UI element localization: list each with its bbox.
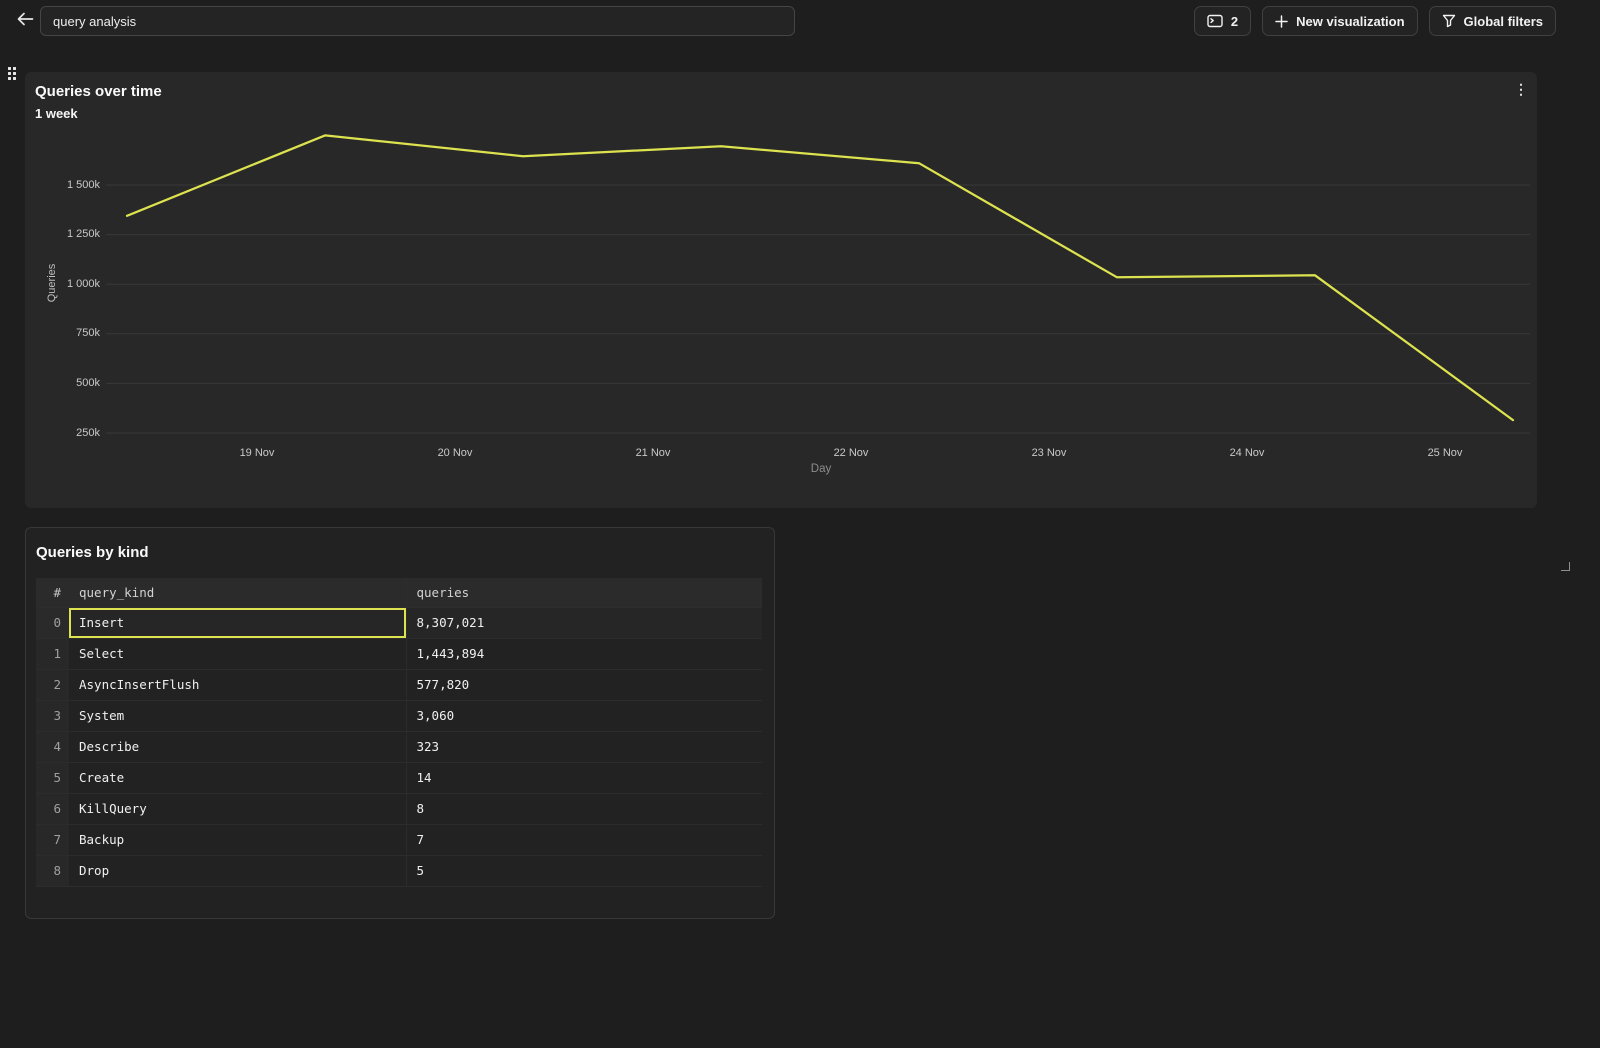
topbar: 2 New visualization Global filters xyxy=(0,0,1600,42)
console-count-button[interactable]: 2 xyxy=(1193,6,1252,36)
chart-subtitle: 1 week xyxy=(35,106,78,121)
queries-count-cell[interactable]: 3,060 xyxy=(406,700,762,732)
grid-drag-icon[interactable] xyxy=(8,67,16,80)
x-tick-label: 21 Nov xyxy=(635,447,671,459)
column-header-index[interactable]: # xyxy=(36,578,69,608)
queries-count-cell[interactable]: 1,443,894 xyxy=(406,638,762,670)
queries-count-cell[interactable]: 323 xyxy=(406,731,762,763)
column-header-query-kind[interactable]: query_kind xyxy=(69,578,407,608)
table-row[interactable]: 7 Backup 7 xyxy=(36,824,762,856)
row-index-cell: 7 xyxy=(36,824,69,856)
back-button[interactable] xyxy=(12,8,38,34)
queries-count-cell[interactable]: 14 xyxy=(406,762,762,794)
column-header-queries[interactable]: queries xyxy=(406,578,762,608)
queries-count-cell[interactable]: 8 xyxy=(406,793,762,825)
table-body: 0 Insert 8,307,021 1 Select 1,443,894 2 AsyncIn… xyxy=(36,607,762,887)
row-index-cell: 4 xyxy=(36,731,69,763)
plot-area: Queries 250k 500k 750k 1 000k 1 250k 1 500k 19… xyxy=(35,125,1537,497)
new-visualization-label: New visualization xyxy=(1296,13,1405,29)
y-tick-label: 750k xyxy=(76,327,100,340)
console-icon xyxy=(1207,14,1223,28)
resize-corner-icon[interactable] xyxy=(1561,562,1570,571)
query-kind-cell[interactable]: Select xyxy=(69,638,407,670)
row-index-cell: 5 xyxy=(36,762,69,794)
series-line xyxy=(125,134,1515,422)
global-filters-button[interactable]: Global filters xyxy=(1428,6,1556,36)
global-filters-label: Global filters xyxy=(1463,13,1543,29)
chart-panel: Queries over time 1 week ⋮ Queries 250k 5… xyxy=(25,72,1570,571)
row-index-cell: 6 xyxy=(36,793,69,825)
query-kind-cell[interactable]: AsyncInsertFlush xyxy=(69,669,407,701)
table-panel: Queries by kind # query_kind queries 0 In… xyxy=(25,527,775,919)
queries-count-cell[interactable]: 8,307,021 xyxy=(406,607,762,639)
queries-count-cell[interactable]: 577,820 xyxy=(406,669,762,701)
query-kind-cell[interactable]: System xyxy=(69,700,407,732)
row-index-cell: 2 xyxy=(36,669,69,701)
row-index-cell: 8 xyxy=(36,855,69,887)
x-tick-label: 19 Nov xyxy=(239,447,275,459)
x-tick-label: 22 Nov xyxy=(833,447,869,459)
funnel-icon xyxy=(1442,14,1456,28)
y-tick-label: 250k xyxy=(76,426,100,439)
query-kind-cell[interactable]: Insert xyxy=(69,607,407,639)
arrow-left-icon xyxy=(17,12,34,31)
queries-count-cell[interactable]: 7 xyxy=(406,824,762,856)
console-count-label: 2 xyxy=(1230,13,1239,29)
line-chart-svg xyxy=(106,134,1530,434)
row-index-cell: 0 xyxy=(36,607,69,639)
x-axis-title: Day xyxy=(810,463,832,475)
query-kind-cell[interactable]: KillQuery xyxy=(69,793,407,825)
plus-icon xyxy=(1275,14,1288,28)
query-kind-cell[interactable]: Backup xyxy=(69,824,407,856)
y-tick-label: 1 000k xyxy=(66,277,100,290)
dashboard-title-input[interactable] xyxy=(40,6,795,36)
x-tick-label: 24 Nov xyxy=(1229,447,1265,459)
queries-by-kind-table: # query_kind queries 0 Insert 8,307,021 1 Se… xyxy=(36,578,762,887)
table-row[interactable]: 1 Select 1,443,894 xyxy=(36,638,762,670)
chart-title: Queries over time xyxy=(35,83,162,100)
y-tick-label: 1 250k xyxy=(66,228,100,241)
query-kind-cell[interactable]: Describe xyxy=(69,731,407,763)
row-index-cell: 3 xyxy=(36,700,69,732)
x-tick-label: 23 Nov xyxy=(1031,447,1067,459)
table-row[interactable]: 5 Create 14 xyxy=(36,762,762,794)
y-tick-label: 500k xyxy=(76,376,100,389)
y-tick-label: 1 500k xyxy=(66,178,100,191)
table-title: Queries by kind xyxy=(36,544,149,561)
kebab-menu-icon[interactable]: ⋮ xyxy=(1514,81,1528,97)
topbar-actions: 2 New visualization Global filters xyxy=(1193,6,1556,36)
table-row[interactable]: 3 System 3,060 xyxy=(36,700,762,732)
table-row[interactable]: 0 Insert 8,307,021 xyxy=(36,607,762,639)
table-header-row: # query_kind queries xyxy=(36,578,762,608)
query-kind-cell[interactable]: Create xyxy=(69,762,407,794)
row-index-cell: 1 xyxy=(36,638,69,670)
table-row[interactable]: 8 Drop 5 xyxy=(36,855,762,887)
table-row[interactable]: 6 KillQuery 8 xyxy=(36,793,762,825)
queries-count-cell[interactable]: 5 xyxy=(406,855,762,887)
new-visualization-button[interactable]: New visualization xyxy=(1262,6,1418,36)
x-tick-label: 20 Nov xyxy=(437,447,473,459)
x-tick-label: 25 Nov xyxy=(1427,447,1463,459)
query-kind-cell[interactable]: Drop xyxy=(69,855,407,887)
table-row[interactable]: 2 AsyncInsertFlush 577,820 xyxy=(36,669,762,701)
table-row[interactable]: 4 Describe 323 xyxy=(36,731,762,763)
